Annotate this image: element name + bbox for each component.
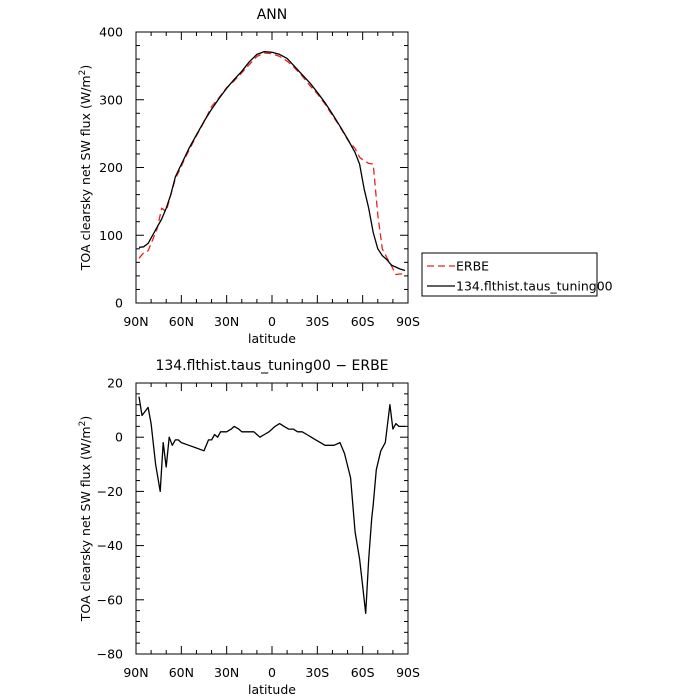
y-tick-label: 0: [115, 296, 123, 311]
y-axis-label: TOA clearsky net SW flux (W/m2): [78, 65, 93, 271]
bottom-panel-difference: 90N 60N 30N 0 30S 60S 90S −80 −60 −40 −20 0 20 134.fl…: [78, 358, 420, 697]
x-tick-label: 30S: [305, 665, 329, 680]
y-tick-label: 200: [99, 160, 123, 175]
y-tick-label: −40: [97, 538, 123, 553]
y-tick-label: −80: [97, 647, 123, 662]
y-tick-label: 0: [115, 430, 123, 445]
x-tick-label: 60N: [169, 314, 194, 329]
y-axis-label-close: ): [78, 65, 93, 70]
x-tick-label: 30S: [305, 314, 329, 329]
x-tick-label: 60N: [169, 665, 194, 680]
y-tick-label: −60: [97, 592, 123, 607]
x-axis-label: latitude: [248, 682, 296, 697]
y-axis-label-main: TOA clearsky net SW flux (W/m: [78, 426, 93, 622]
x-axis-label: latitude: [248, 331, 296, 346]
y-axis-label-sup: 2: [78, 70, 88, 76]
x-tick-label: 60S: [351, 665, 375, 680]
y-tick-label: 400: [99, 25, 123, 40]
x-tick-label: 60S: [351, 314, 375, 329]
x-tick-label: 0: [268, 665, 276, 680]
plot-frame: [135, 382, 409, 655]
y-axis-label-close: ): [78, 416, 93, 421]
y-tick-label: 300: [99, 92, 123, 107]
legend-label: 134.flthist.taus_tuning00: [456, 279, 613, 294]
x-tick-label: 90S: [396, 665, 420, 680]
y-tick-label: 20: [107, 376, 123, 391]
chart-title: 134.flthist.taus_tuning00 − ERBE: [155, 358, 388, 374]
series-line-134-flthist-taus-tuning00: [138, 50, 406, 272]
y-axis-label: TOA clearsky net SW flux (W/m2): [78, 416, 93, 622]
legend: ERBE 134.flthist.taus_tuning00: [421, 252, 613, 297]
plot-frame: [135, 31, 409, 304]
x-tick-label: 90N: [123, 665, 148, 680]
x-tick-label: 30N: [214, 314, 239, 329]
y-tick-label: −20: [97, 484, 123, 499]
x-tick-label: 30N: [214, 665, 239, 680]
y-axis-label-sup: 2: [78, 421, 88, 427]
y-tick-label: 100: [99, 228, 123, 243]
x-tick-label: 90S: [396, 314, 420, 329]
y-axis-label-main: TOA clearsky net SW flux (W/m: [78, 75, 93, 271]
x-tick-label: 90N: [123, 314, 148, 329]
legend-label: ERBE: [456, 259, 489, 274]
series-line-erbe: [138, 52, 406, 276]
top-panel-climatology: 90N 60N 30N 0 30S 60S 90S 0 100 200 300 400 ANN latit…: [78, 7, 420, 346]
series-line-0: [138, 396, 405, 615]
legend-box: [421, 252, 598, 297]
chart-title: ANN: [257, 7, 288, 23]
x-tick-label: 0: [268, 314, 276, 329]
